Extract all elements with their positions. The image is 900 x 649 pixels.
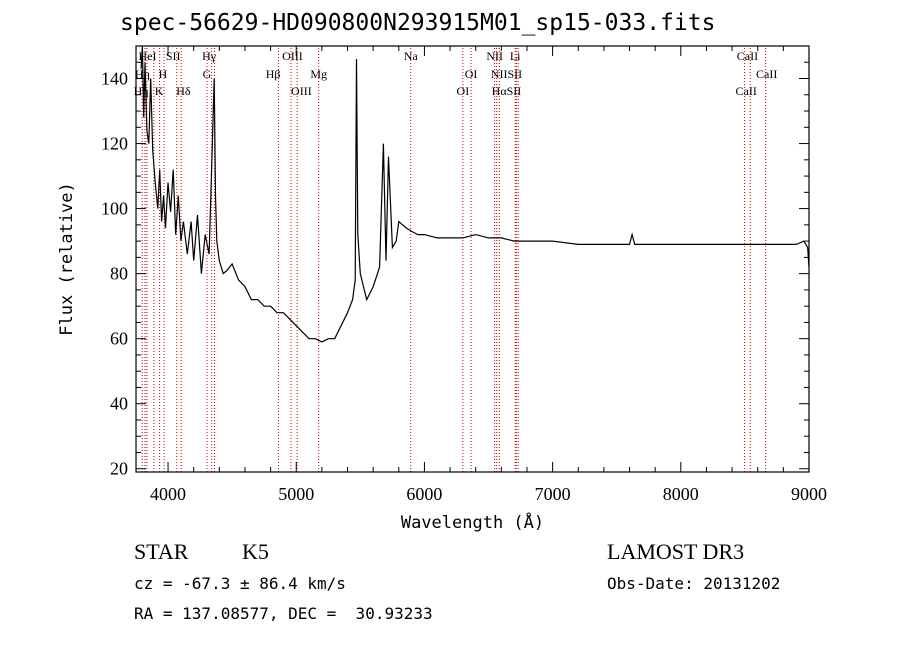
redshift-readout: cz = -67.3 ± 86.4 km/s bbox=[134, 574, 346, 593]
line-label: Na bbox=[404, 49, 419, 63]
y-tick-label: 20 bbox=[110, 459, 128, 479]
observation-date: Obs-Date: 20131202 bbox=[607, 574, 781, 593]
spectrum-line bbox=[140, 45, 810, 343]
plot-frame bbox=[135, 45, 810, 473]
line-label: Hγ bbox=[202, 49, 217, 63]
x-axis-label: Wavelength (Å) bbox=[401, 511, 544, 533]
line-label: SII bbox=[166, 49, 181, 63]
line-label: Hδ bbox=[176, 84, 191, 98]
line-label: CaII bbox=[756, 67, 777, 81]
y-tick-label: 40 bbox=[110, 394, 128, 414]
line-label: OI bbox=[465, 67, 478, 81]
y-tick-label: 120 bbox=[101, 134, 128, 154]
y-tick-label: 60 bbox=[110, 329, 128, 349]
line-label: HαSII bbox=[492, 84, 522, 98]
coordinates-readout: RA = 137.08577, DEC = 30.93233 bbox=[134, 604, 433, 623]
object-class: STAR bbox=[134, 539, 189, 564]
x-tick-label: 5000 bbox=[278, 484, 314, 504]
y-tick-label: 140 bbox=[101, 69, 128, 89]
survey-name: LAMOST DR3 bbox=[607, 539, 745, 564]
line-label: NIISII bbox=[491, 67, 522, 81]
y-tick-label: 100 bbox=[101, 199, 128, 219]
y-tick-label: 80 bbox=[110, 264, 128, 284]
x-tick-label: 6000 bbox=[406, 484, 442, 504]
line-label: CaII bbox=[737, 49, 758, 63]
line-label: OI bbox=[457, 84, 470, 98]
object-subclass: K5 bbox=[242, 539, 269, 564]
line-label: H bbox=[159, 67, 168, 81]
line-label: Hβ bbox=[266, 67, 281, 81]
x-tick-label: 7000 bbox=[535, 484, 571, 504]
line-label: NII bbox=[486, 49, 503, 63]
line-label: OIII bbox=[291, 84, 312, 98]
x-tick-label: 8000 bbox=[663, 484, 699, 504]
line-label: Mg bbox=[310, 67, 327, 81]
chart-title: spec-56629-HD090800N293915M01_sp15-033.f… bbox=[120, 10, 716, 36]
x-tick-label: 4000 bbox=[150, 484, 186, 504]
line-label: K bbox=[155, 84, 164, 98]
x-tick-label: 9000 bbox=[791, 484, 827, 504]
line-label: G bbox=[203, 67, 212, 81]
y-axis-label: Flux (relative) bbox=[57, 182, 77, 336]
line-label: OIII bbox=[282, 49, 303, 63]
line-label: Li bbox=[510, 49, 521, 63]
line-label: CaII bbox=[736, 84, 757, 98]
